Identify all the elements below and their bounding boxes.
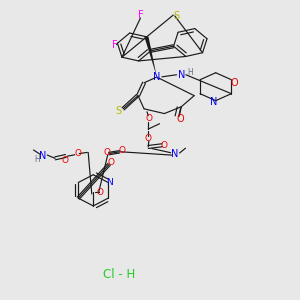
Text: O: O: [176, 114, 184, 124]
Text: O: O: [231, 78, 238, 88]
Text: N: N: [171, 148, 179, 159]
Text: O: O: [145, 113, 152, 122]
Text: N: N: [210, 97, 217, 107]
Text: O: O: [161, 141, 168, 150]
Text: N: N: [39, 151, 46, 161]
Text: H: H: [34, 155, 40, 164]
Text: N: N: [106, 178, 113, 187]
Text: O: O: [74, 149, 81, 158]
Polygon shape: [144, 37, 157, 76]
Text: O: O: [61, 156, 68, 165]
Text: F: F: [138, 10, 143, 20]
Text: S: S: [116, 106, 122, 116]
Text: S: S: [174, 11, 180, 21]
Text: O: O: [103, 148, 110, 158]
Text: O: O: [145, 134, 152, 143]
Text: Cl - H: Cl - H: [103, 268, 135, 281]
Text: F: F: [112, 40, 118, 50]
Text: H: H: [188, 68, 193, 76]
Text: N: N: [153, 72, 160, 82]
Text: O: O: [107, 158, 114, 167]
Text: N: N: [178, 70, 185, 80]
Text: O: O: [118, 146, 125, 155]
Text: O: O: [96, 188, 103, 197]
